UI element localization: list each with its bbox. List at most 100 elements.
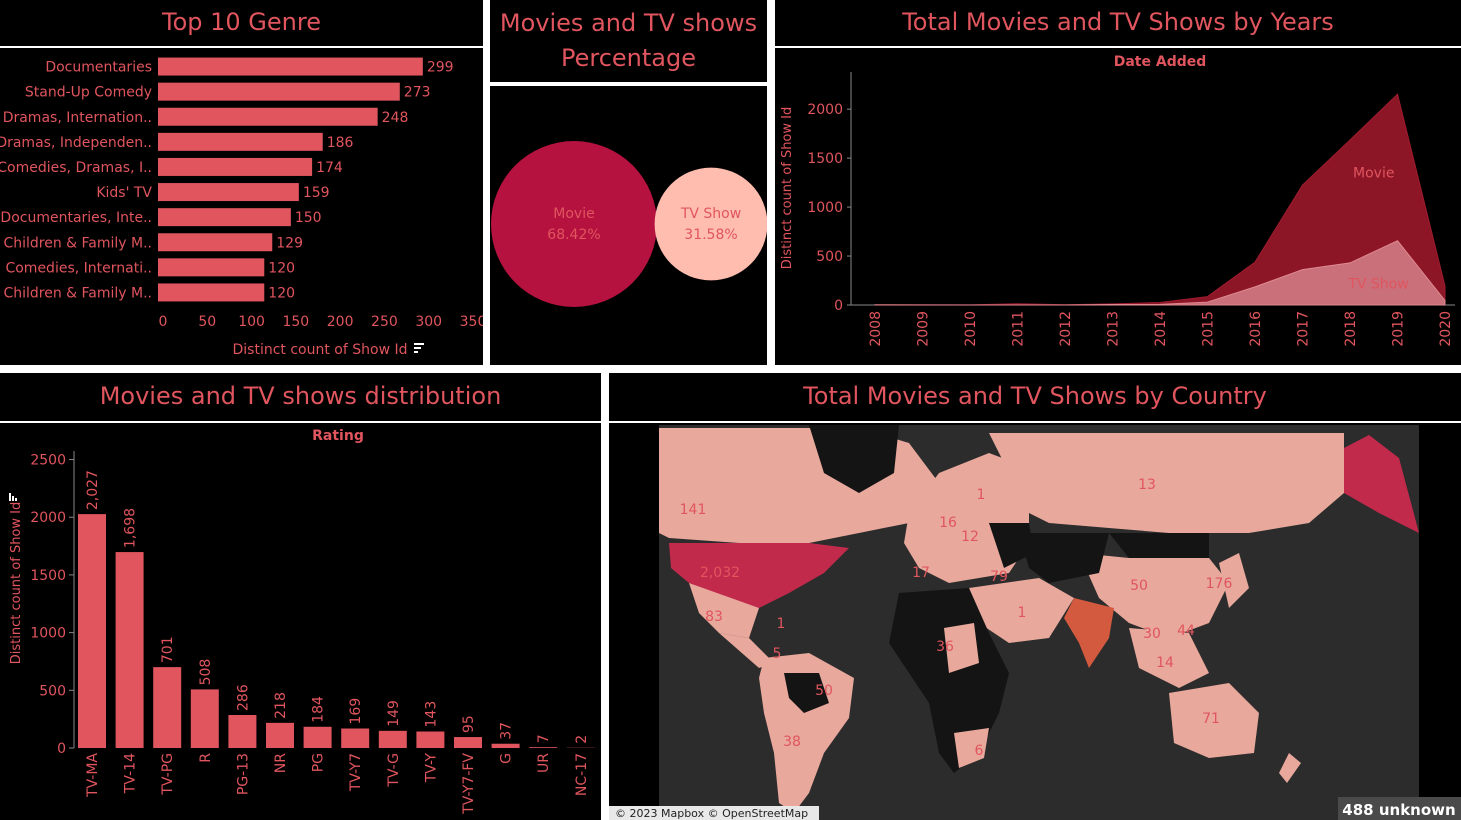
map-mongolia xyxy=(1109,533,1209,558)
genre-bar xyxy=(158,82,400,101)
bubble-name: Movie xyxy=(553,206,594,222)
rating-value: 218 xyxy=(273,692,289,719)
genre-title: Top 10 Genre xyxy=(162,8,321,36)
rating-value: 1,698 xyxy=(123,508,139,548)
map-country-value: 6 xyxy=(975,743,984,759)
divider xyxy=(609,421,1461,423)
rating-value: 701 xyxy=(160,636,176,663)
map-central-asia xyxy=(1019,533,1109,583)
rating-xtick: R xyxy=(198,753,214,763)
rating-ytick: 2500 xyxy=(30,453,66,469)
genre-value: 150 xyxy=(295,210,322,226)
map-country-value: 5 xyxy=(773,646,782,662)
map-country-value: 16 xyxy=(939,515,957,531)
rating-bar xyxy=(454,737,482,748)
genre-label: Dramas, Internation.. xyxy=(3,110,152,126)
distribution-panel: Movies and TV shows distribution Rating 0… xyxy=(0,373,601,820)
genre-label: Children & Family M.. xyxy=(3,285,152,301)
genre-bar xyxy=(158,208,291,227)
years-xtick: 2014 xyxy=(1153,311,1169,347)
rating-value: 37 xyxy=(499,722,515,740)
divider xyxy=(0,421,601,423)
rating-xtick: TV-Y xyxy=(423,753,439,784)
map-country-value: 83 xyxy=(705,609,723,625)
rating-xtick: G xyxy=(499,753,515,764)
sort-icon xyxy=(414,351,418,353)
genre-bar xyxy=(158,183,299,202)
rating-xtick: NC-17 xyxy=(574,753,590,796)
map-country-value: 17 xyxy=(912,565,930,581)
map-usa xyxy=(669,543,849,608)
rating-value: 169 xyxy=(348,698,364,725)
rating-bar xyxy=(491,743,520,748)
unknown-badge-bg xyxy=(1338,797,1461,820)
map-country-value: 1 xyxy=(1018,605,1027,621)
map-attribution[interactable]: © 2023 Mapbox © OpenStreetMap xyxy=(615,807,808,820)
bubble-percent: 68.42% xyxy=(547,227,600,243)
rating-value: 508 xyxy=(198,659,214,686)
years-xtick: 2010 xyxy=(963,311,979,347)
rating-ytick: 2000 xyxy=(30,510,66,526)
rating-bar xyxy=(115,552,144,748)
sort-icon xyxy=(9,493,11,501)
map-country-value: 71 xyxy=(1202,711,1220,727)
rating-ytick: 1000 xyxy=(30,626,66,642)
genre-xtick: 200 xyxy=(327,314,354,330)
rating-xtick: TV-G xyxy=(386,753,402,788)
rating-bar xyxy=(416,731,445,748)
genre-value: 299 xyxy=(427,60,454,76)
bubble-tvshow xyxy=(654,167,767,281)
rating-bar xyxy=(228,715,257,748)
years-ytick: 1000 xyxy=(807,200,843,216)
percentage-title-2: Percentage xyxy=(560,44,696,72)
sort-icon xyxy=(15,498,17,501)
rating-bar xyxy=(303,726,332,748)
map-country-value: 176 xyxy=(1206,576,1233,592)
bubble-name: TV Show xyxy=(680,206,741,222)
genre-xtick: 300 xyxy=(415,314,442,330)
rating-xtick: PG xyxy=(311,753,327,772)
sort-icon xyxy=(414,343,424,345)
percentage-title-1: Movies and TV shows xyxy=(499,9,758,37)
rating-xtick: TV-MA xyxy=(85,753,101,798)
rating-value: 143 xyxy=(423,701,439,728)
map-attribution-bg xyxy=(609,806,819,820)
unknown-badge[interactable]: 488 unknown xyxy=(1342,801,1455,819)
map-europe xyxy=(904,453,1029,583)
rating-xtick: TV-Y7 xyxy=(348,753,364,792)
years-xtick: 2009 xyxy=(916,311,932,347)
genre-xtick: 250 xyxy=(371,314,398,330)
genre-xlabel: Distinct count of Show Id xyxy=(233,342,408,358)
genre-xtick: 0 xyxy=(159,314,168,330)
rating-value: 149 xyxy=(386,700,402,727)
map-sa-dark xyxy=(784,673,829,713)
sort-icon xyxy=(12,496,14,501)
area-tvshow xyxy=(874,240,1446,306)
rating-bar xyxy=(529,747,558,748)
map-mexico xyxy=(689,583,759,638)
map-middle-east xyxy=(969,578,1074,643)
genre-value: 129 xyxy=(276,235,303,251)
rating-bar xyxy=(341,728,370,748)
map-china xyxy=(1079,553,1229,638)
map-country-value: 38 xyxy=(783,734,801,750)
genre-bar xyxy=(158,57,423,76)
country-panel: Total Movies and TV Shows by Country 141 xyxy=(609,373,1461,820)
years-panel: Total Movies and TV Shows by Years Date … xyxy=(775,0,1461,365)
genre-label: Comedies, Internati.. xyxy=(5,260,152,276)
years-xtick: 2018 xyxy=(1343,311,1359,347)
map-south-america xyxy=(759,653,854,813)
years-xtick: 2012 xyxy=(1058,311,1074,347)
genre-value: 248 xyxy=(382,110,409,126)
genre-bar xyxy=(158,233,273,252)
genre-xtick: 100 xyxy=(238,314,265,330)
genre-panel: Top 10 Genre Documentaries 299 Stand-Up Co… xyxy=(0,0,483,365)
map-se-asia xyxy=(1129,628,1209,688)
map-south-africa xyxy=(954,728,989,768)
genre-xtick: 150 xyxy=(282,314,309,330)
genre-label: Kids' TV xyxy=(96,185,152,201)
divider xyxy=(0,46,483,48)
genre-value: 120 xyxy=(268,260,295,276)
map-country-value: 141 xyxy=(680,502,707,518)
